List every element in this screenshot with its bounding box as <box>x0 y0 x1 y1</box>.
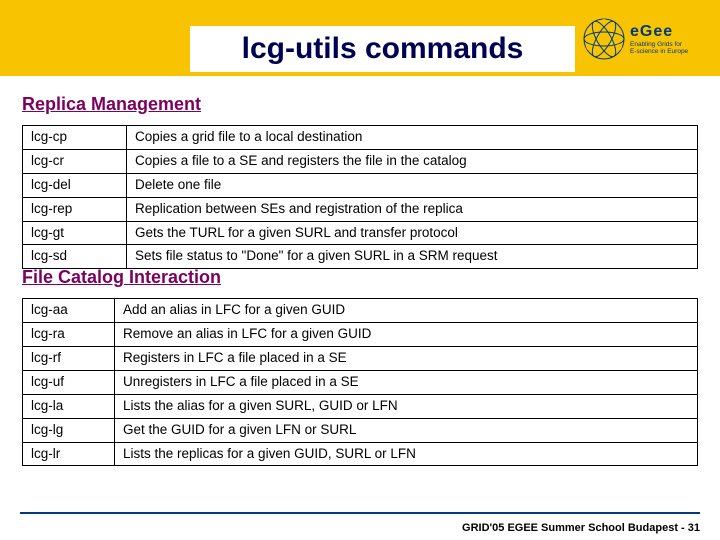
table-row: lcg-rfRegisters in LFC a file placed in … <box>23 347 698 371</box>
egee-logo-icon <box>582 17 626 61</box>
table-replica-management: lcg-cpCopies a grid file to a local dest… <box>22 125 698 269</box>
cmd-cell: lcg-lg <box>23 418 115 442</box>
logo-tagline-2: E-science in Europe <box>630 48 688 55</box>
desc-cell: Lists the replicas for a given GUID, SUR… <box>115 442 698 466</box>
section-heading-catalog: File Catalog Interaction <box>22 267 698 288</box>
content-area: Replica Management lcg-cpCopies a grid f… <box>0 76 720 466</box>
desc-cell: Lists the alias for a given SURL, GUID o… <box>115 394 698 418</box>
desc-cell: Copies a grid file to a local destinatio… <box>127 126 698 150</box>
cmd-cell: lcg-rep <box>23 197 127 221</box>
footer-divider <box>20 512 700 514</box>
header-band: lcg-utils commands eGee Enabling Grids f… <box>0 0 720 76</box>
desc-cell: Gets the TURL for a given SURL and trans… <box>127 221 698 245</box>
desc-cell: Replication between SEs and registration… <box>127 197 698 221</box>
title-box: lcg-utils commands <box>190 26 575 72</box>
egee-logo-text: eGee Enabling Grids for E-science in Eur… <box>630 23 688 55</box>
cmd-cell: lcg-cp <box>23 126 127 150</box>
slide-title: lcg-utils commands <box>242 32 524 66</box>
cmd-cell: lcg-ra <box>23 323 115 347</box>
table-row: lcg-aaAdd an alias in LFC for a given GU… <box>23 299 698 323</box>
logo-tagline-1: Enabling Grids for <box>630 41 688 48</box>
desc-cell: Unregisters in LFC a file placed in a SE <box>115 370 698 394</box>
cmd-cell: lcg-del <box>23 173 127 197</box>
desc-cell: Sets file status to "Done" for a given S… <box>127 245 698 269</box>
table-row: lcg-raRemove an alias in LFC for a given… <box>23 323 698 347</box>
cmd-cell: lcg-aa <box>23 299 115 323</box>
cmd-cell: lcg-rf <box>23 347 115 371</box>
footer-text: GRID'05 EGEE Summer School Budapest - 31 <box>462 522 700 534</box>
table-row: lcg-sdSets file status to "Done" for a g… <box>23 245 698 269</box>
desc-cell: Add an alias in LFC for a given GUID <box>115 299 698 323</box>
table-row: lcg-ufUnregisters in LFC a file placed i… <box>23 370 698 394</box>
logo-name: eGee <box>630 23 688 41</box>
cmd-cell: lcg-la <box>23 394 115 418</box>
cmd-cell: lcg-lr <box>23 442 115 466</box>
table-row: lcg-cpCopies a grid file to a local dest… <box>23 126 698 150</box>
egee-logo: eGee Enabling Grids for E-science in Eur… <box>582 8 708 70</box>
cmd-cell: lcg-uf <box>23 370 115 394</box>
desc-cell: Remove an alias in LFC for a given GUID <box>115 323 698 347</box>
section-heading-replica: Replica Management <box>22 94 698 115</box>
cmd-cell: lcg-gt <box>23 221 127 245</box>
table-row: lcg-lrLists the replicas for a given GUI… <box>23 442 698 466</box>
table-row: lcg-repReplication between SEs and regis… <box>23 197 698 221</box>
table-file-catalog: lcg-aaAdd an alias in LFC for a given GU… <box>22 298 698 466</box>
desc-cell: Copies a file to a SE and registers the … <box>127 149 698 173</box>
table-row: lcg-laLists the alias for a given SURL, … <box>23 394 698 418</box>
table-row: lcg-crCopies a file to a SE and register… <box>23 149 698 173</box>
desc-cell: Get the GUID for a given LFN or SURL <box>115 418 698 442</box>
table-row: lcg-gtGets the TURL for a given SURL and… <box>23 221 698 245</box>
table-row: lcg-delDelete one file <box>23 173 698 197</box>
cmd-cell: lcg-sd <box>23 245 127 269</box>
desc-cell: Registers in LFC a file placed in a SE <box>115 347 698 371</box>
table-row: lcg-lgGet the GUID for a given LFN or SU… <box>23 418 698 442</box>
desc-cell: Delete one file <box>127 173 698 197</box>
cmd-cell: lcg-cr <box>23 149 127 173</box>
